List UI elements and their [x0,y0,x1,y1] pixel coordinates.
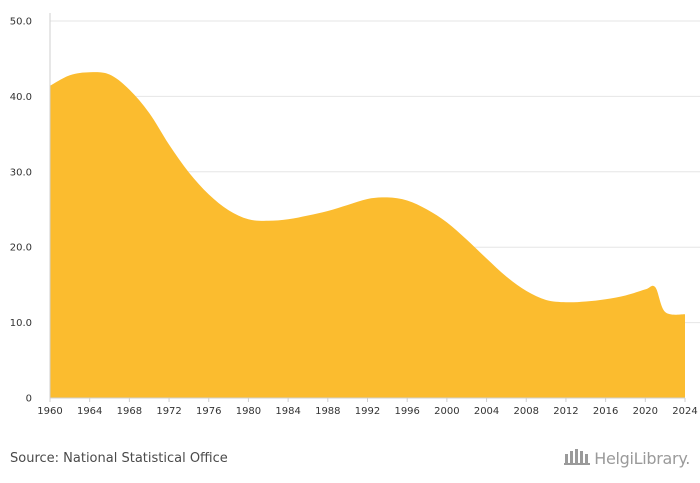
x-tick-label: 2012 [553,406,578,417]
y-tick-label: 50.0 [10,17,32,28]
x-tick-label: 1996 [394,406,419,417]
x-tick-label: 1976 [196,406,221,417]
x-tick-label: 2024 [672,406,697,417]
y-tick-label: 10.0 [10,318,32,329]
area-chart: 010.020.030.040.050.0 1960 1964 1968 1972 19… [10,13,700,417]
x-tick-label: 2008 [514,406,539,417]
x-axis-ticks: 1960 1964 1968 1972 1976 1980 1984 1988 1992 1996… [37,398,698,417]
x-tick-label: 2020 [633,406,658,417]
x-tick-label: 1980 [236,406,261,417]
y-tick-label: 20.0 [10,243,32,254]
x-tick-label: 1968 [117,406,142,417]
footer: Source: National Statistical Office Helg… [0,440,700,480]
x-tick-label: 1964 [77,406,102,417]
x-tick-label: 2004 [474,406,499,417]
y-axis-ticks: 0 10.0 20.0 30.0 40.0 50.0 [10,17,32,405]
x-tick-label: 1992 [355,406,380,417]
area-fill [50,72,685,398]
brand-name: HelgiLibrary. [594,448,690,468]
x-tick-label: 1988 [315,406,340,417]
x-tick-label: 1984 [275,406,300,417]
library-columns-icon [564,446,591,470]
source-note: Source: National Statistical Office [10,451,228,466]
x-tick-label: 1960 [37,406,62,417]
y-tick-label: 40.0 [10,92,32,103]
y-tick-label: 30.0 [10,167,32,178]
x-tick-label: 1972 [156,406,181,417]
y-tick-label: 0 [26,394,32,405]
x-tick-label: 2000 [434,406,459,417]
brand-logo[interactable]: HelgiLibrary. [564,446,690,470]
x-tick-label: 2016 [593,406,618,417]
area-series [50,72,685,398]
